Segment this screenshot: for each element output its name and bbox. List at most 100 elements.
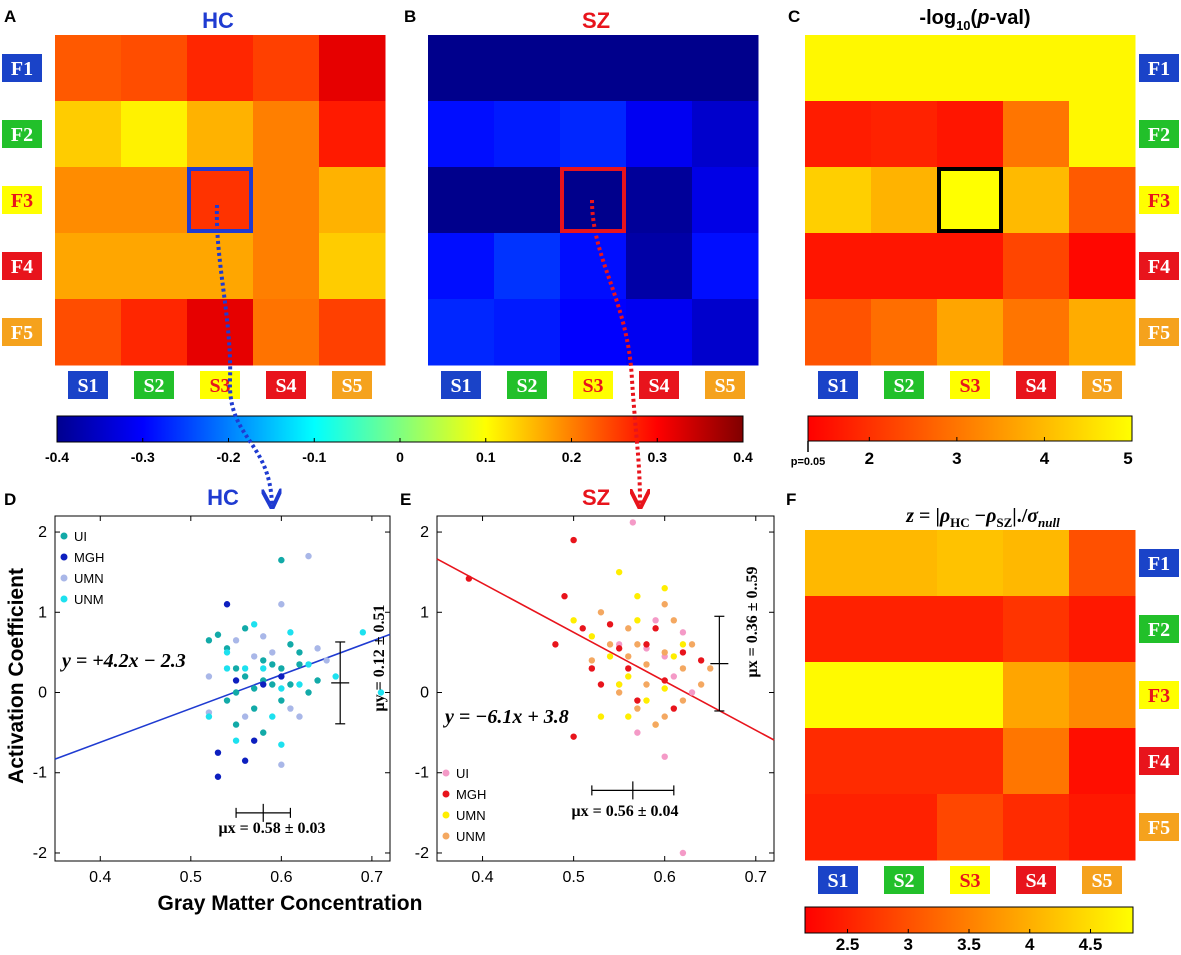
heatmap-cell [1069, 794, 1136, 861]
data-point [679, 849, 687, 857]
data-point [697, 681, 705, 688]
label-text-s5: S5 [341, 375, 362, 397]
heatmap-sz [428, 35, 759, 366]
heatmap-cell [55, 167, 122, 234]
label-box-s5 [1082, 371, 1122, 399]
y-tick-label: -2 [33, 845, 47, 862]
heatmap-cell [121, 35, 188, 102]
data-point [615, 645, 623, 652]
heatmap-cell [937, 233, 1004, 300]
pval-threshold-label: p=0.05 [791, 456, 826, 468]
heatmap-cell [1003, 530, 1070, 597]
label-box-f1 [1139, 549, 1179, 577]
data-point [278, 601, 285, 608]
heatmap-cell [253, 299, 320, 366]
y-tick-label: 1 [420, 604, 429, 621]
heatmap-cell [1069, 728, 1136, 795]
heatmap-cell [805, 233, 872, 300]
label-text-s4: S4 [1025, 870, 1046, 892]
jet-tick-label: -0.3 [131, 449, 155, 465]
label-text-s4: S4 [648, 375, 669, 397]
data-point [670, 673, 678, 680]
heatmap-hc [55, 35, 386, 366]
data-point [241, 673, 249, 680]
data-point [597, 609, 605, 616]
data-point [260, 633, 267, 640]
data-point [305, 661, 312, 668]
label-text-s2: S2 [143, 375, 164, 397]
heatmap-cell [1003, 233, 1070, 300]
data-point [643, 681, 650, 688]
heatmap-cell [560, 233, 627, 300]
label-box-s3 [200, 371, 240, 399]
label-text-f3: F3 [1148, 685, 1170, 707]
label-text-s1: S1 [827, 375, 848, 397]
label-text-f5: F5 [1148, 817, 1170, 839]
data-point [634, 593, 641, 600]
heatmap-z [805, 530, 1136, 861]
jet-tick-label: 0.3 [648, 449, 668, 465]
data-point [241, 757, 249, 764]
heatmap-cell [871, 794, 938, 861]
heatmap-cell [1069, 530, 1136, 597]
data-point [625, 673, 632, 680]
data-point [269, 681, 276, 688]
heatmap-cell [1003, 728, 1070, 795]
pval-tick-label: 5 [1123, 449, 1132, 468]
heatmap-cell [805, 662, 872, 729]
heatmap-cell [121, 233, 188, 300]
y-tick-label: 0 [38, 685, 47, 702]
y-tick-label: 1 [38, 604, 47, 621]
label-box-s2 [884, 371, 924, 399]
data-point [241, 713, 249, 720]
heatmap-cell [805, 167, 872, 234]
legend-label: MGH [456, 787, 486, 802]
y-axis-title: Activation Coefficient [5, 568, 28, 784]
heatmap-cell [937, 728, 1004, 795]
heatmap-cell [626, 35, 693, 102]
data-point [232, 637, 240, 644]
label-box-s5 [1082, 866, 1122, 894]
label-box-s4 [1016, 866, 1056, 894]
heatmap-cell [55, 299, 122, 366]
label-box-f4 [1139, 747, 1179, 775]
legend-label: UNM [456, 829, 486, 844]
legend-marker [60, 532, 68, 540]
data-point [570, 733, 577, 740]
label-text-s5: S5 [1091, 375, 1112, 397]
legend-marker [442, 769, 450, 777]
heatmap-cell [319, 35, 386, 102]
z-colorbar: 2.5 3 3.5 4 4.5 [804, 906, 1134, 954]
data-point [260, 729, 267, 736]
label-text-f2: F2 [11, 124, 33, 146]
label-text-s2: S2 [893, 375, 914, 397]
data-point [205, 673, 213, 680]
heatmap-cell [1069, 662, 1136, 729]
data-point [634, 729, 641, 736]
data-point [250, 653, 258, 660]
data-point [287, 641, 294, 648]
data-point [552, 641, 559, 648]
panel-letter-d: D [4, 490, 16, 509]
label-box-f4 [2, 252, 42, 280]
heatmap-cell [937, 530, 1004, 597]
data-point [615, 681, 623, 688]
label-text-f4: F4 [1148, 256, 1170, 278]
fit-line [436, 558, 775, 741]
data-point [278, 673, 285, 680]
heatmap-cell [805, 101, 872, 168]
data-point [260, 657, 267, 664]
label-text-f4: F4 [11, 256, 33, 278]
heatmap-cell [1003, 299, 1070, 366]
data-point [579, 625, 586, 632]
data-point [625, 625, 632, 632]
data-point [661, 713, 668, 720]
y-tick-label: 2 [420, 524, 429, 541]
data-point [679, 629, 687, 636]
label-box-s2 [884, 866, 924, 894]
label-box-f5 [2, 318, 42, 346]
title-d: HC [207, 485, 239, 510]
legend-marker [442, 811, 450, 819]
heatmap-cell [871, 596, 938, 663]
